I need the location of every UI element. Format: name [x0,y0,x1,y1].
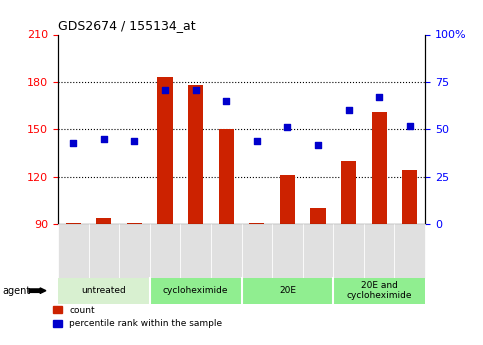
Point [70,140,77,146]
Point [345,108,353,113]
Bar [96,218,112,224]
Text: 20E: 20E [279,286,296,295]
Point [375,94,383,100]
Bar [249,223,265,224]
Bar [311,208,326,224]
Text: cycloheximide: cycloheximide [163,286,228,295]
Text: untreated: untreated [82,286,126,295]
Bar [341,161,356,224]
Bar [157,77,173,224]
Text: GDS2674 / 155134_at: GDS2674 / 155134_at [58,19,196,32]
Text: agent: agent [2,286,30,296]
Point [130,138,138,144]
Legend: count, percentile rank within the sample: count, percentile rank within the sample [53,306,222,328]
Point [253,138,261,144]
Point [192,87,199,92]
Point [100,136,108,142]
Bar [280,175,295,224]
Point [161,87,169,92]
Bar [66,223,81,224]
Point [406,123,413,128]
Bar [188,85,203,224]
Point [314,142,322,147]
Bar [402,170,417,224]
Point [222,98,230,104]
Bar [127,223,142,224]
Bar [371,112,387,224]
Bar [219,129,234,224]
Point [284,125,291,130]
Text: 20E and
cycloheximide: 20E and cycloheximide [346,281,412,300]
